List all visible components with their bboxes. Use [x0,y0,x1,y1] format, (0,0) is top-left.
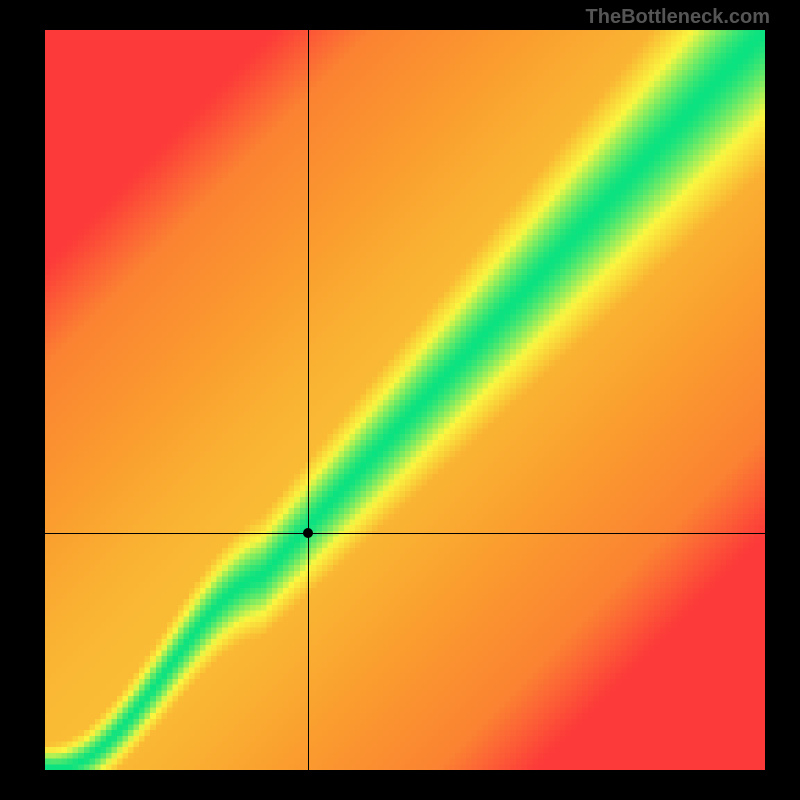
crosshair-horizontal [45,533,765,534]
attribution-text: TheBottleneck.com [586,6,770,29]
heatmap-canvas [45,30,765,770]
crosshair-vertical [308,30,309,770]
crosshair-marker [303,528,313,538]
heatmap-plot [45,30,765,770]
